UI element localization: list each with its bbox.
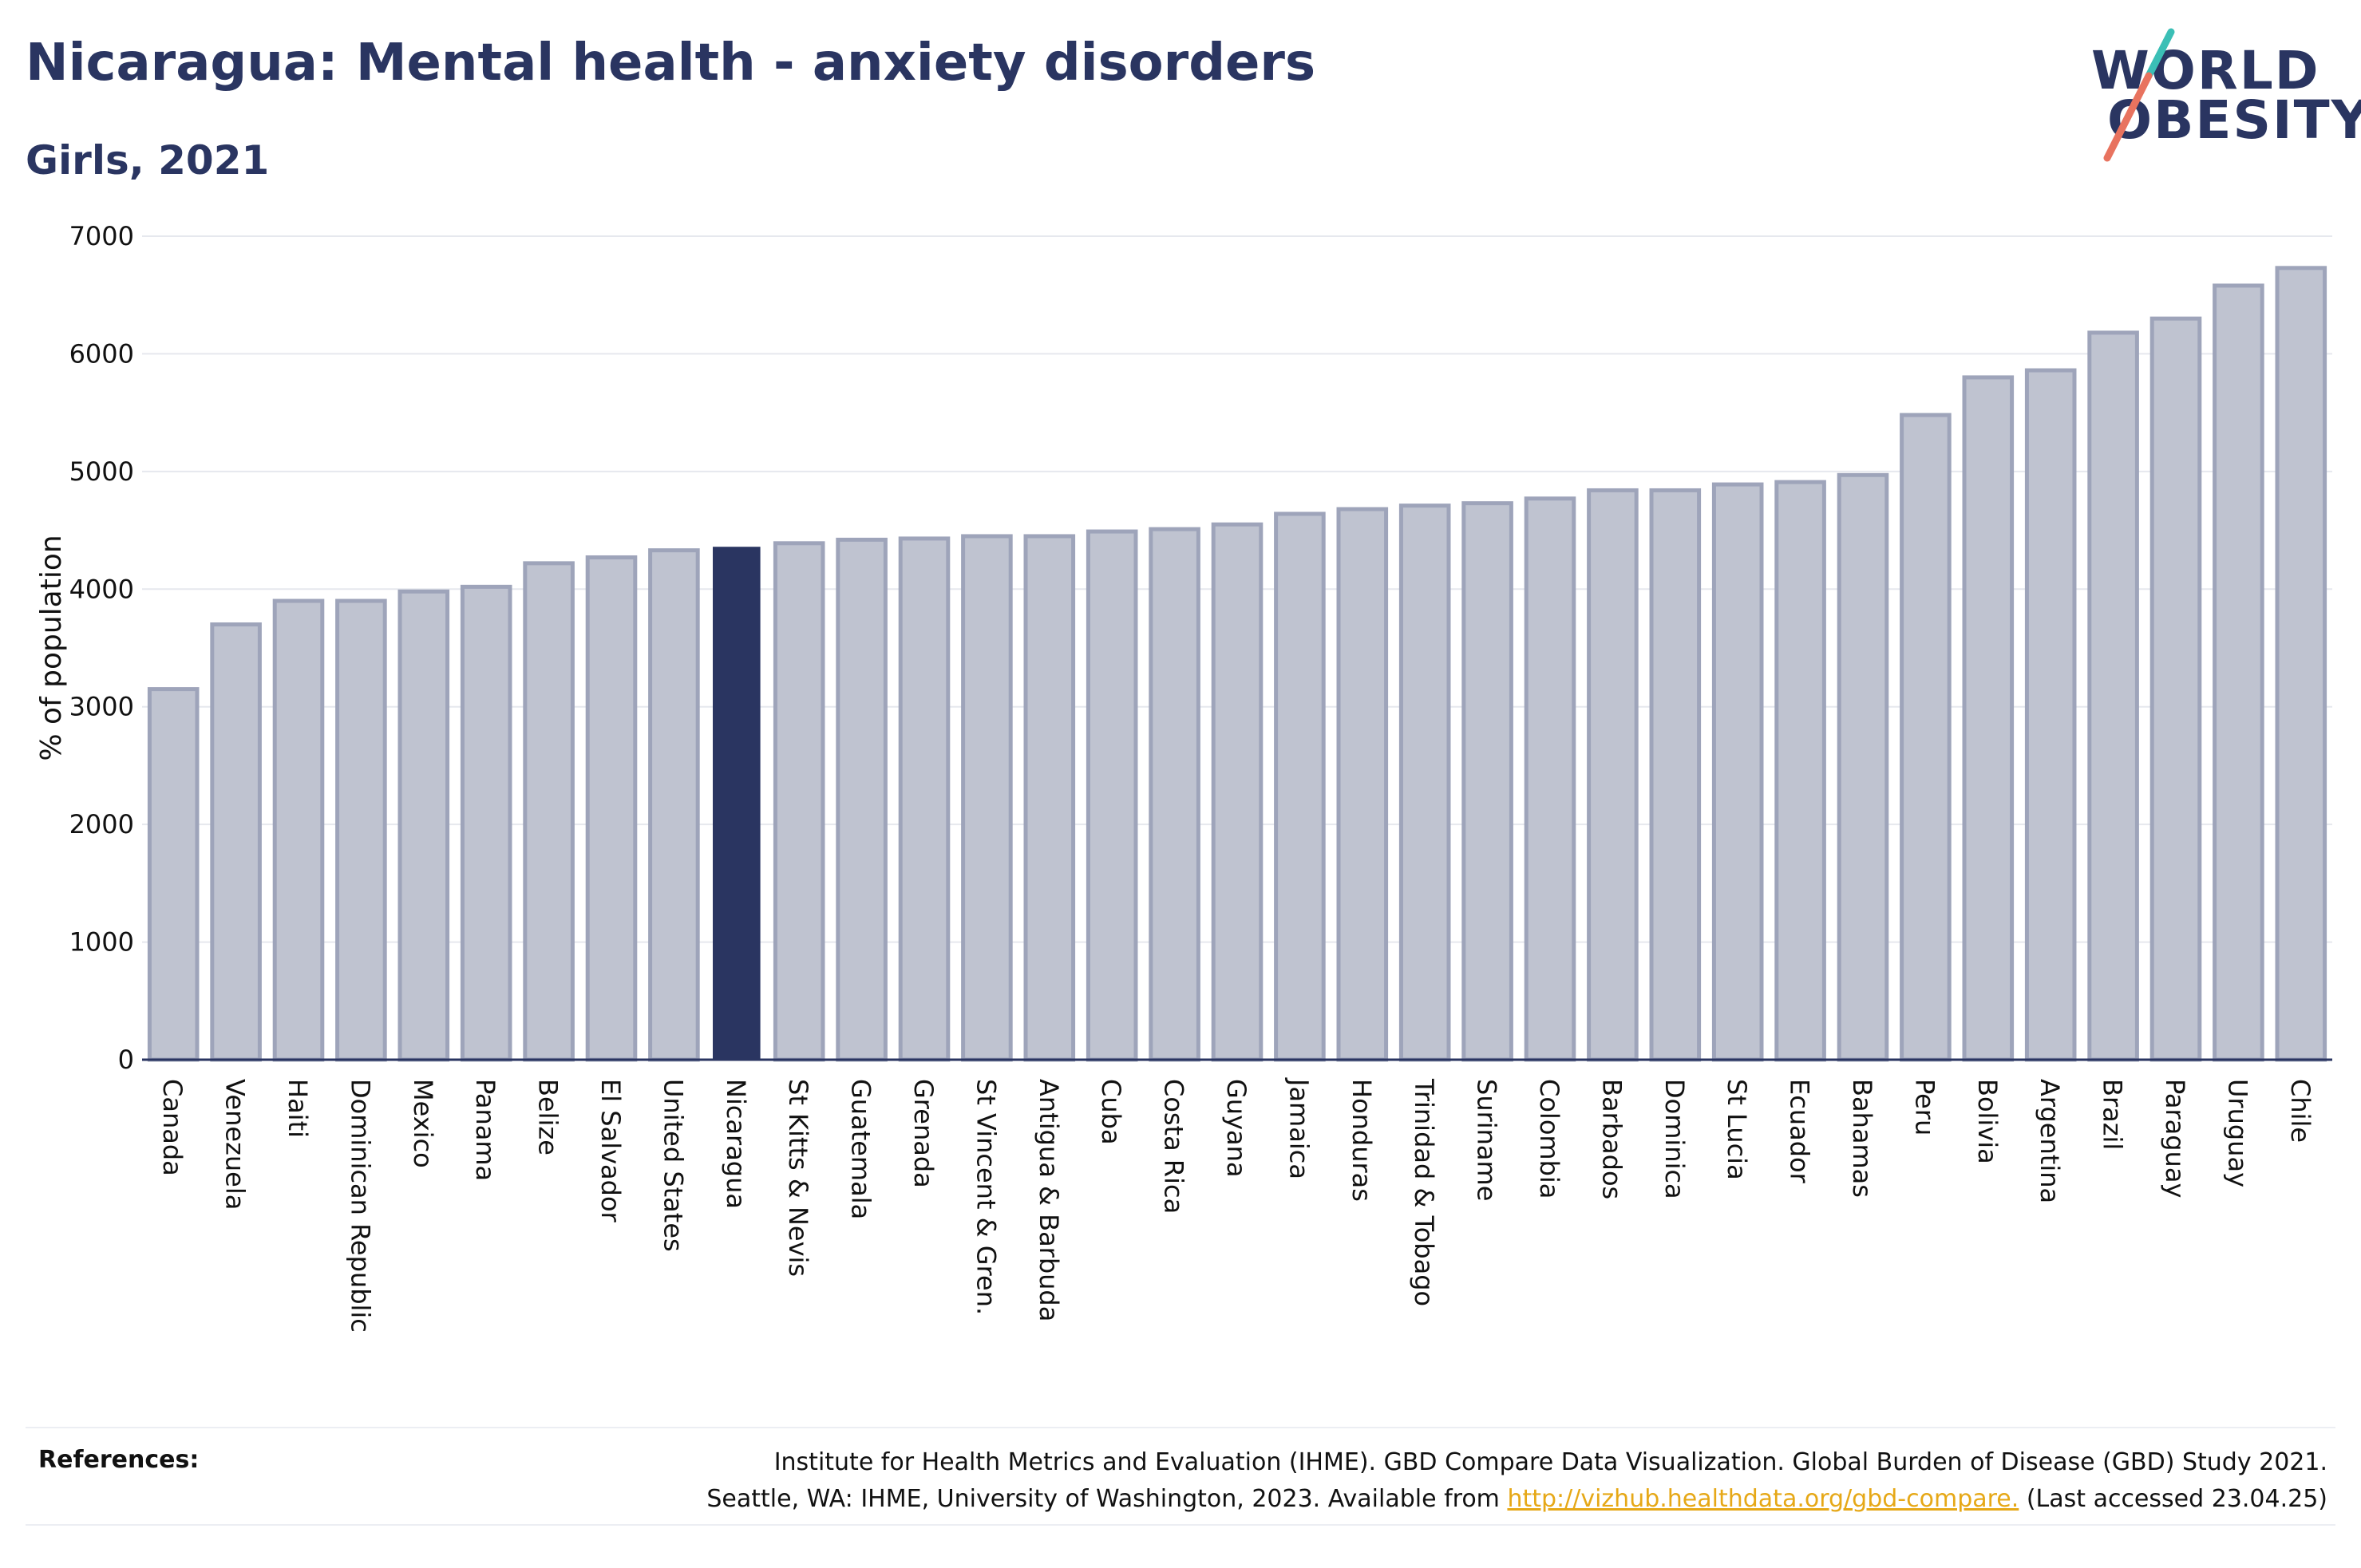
x-tick-label: Honduras xyxy=(1347,1079,1377,1202)
bar-grenada xyxy=(898,536,951,1062)
bar-trinidad-tobago xyxy=(1398,504,1451,1062)
bar-cuba xyxy=(1086,529,1138,1062)
bar-canada xyxy=(147,687,200,1062)
bar-panama xyxy=(460,584,512,1062)
bar-peru xyxy=(1900,413,1952,1062)
x-tick-label: Cuba xyxy=(1096,1079,1126,1145)
bar-argentina xyxy=(2024,368,2077,1062)
bar-ecuador xyxy=(1774,480,1826,1062)
bar-haiti xyxy=(272,598,325,1062)
x-tick-label: Canada xyxy=(157,1079,188,1176)
x-tick-label: Bahamas xyxy=(1847,1079,1877,1198)
references-top-rule xyxy=(26,1427,2335,1428)
x-tick-label: Jamaica xyxy=(1283,1077,1314,1179)
x-tick-label: Haiti xyxy=(283,1079,313,1138)
reference-line-2-prefix: Seattle, WA: IHME, University of Washing… xyxy=(706,1485,1508,1513)
references-bottom-rule xyxy=(26,1524,2335,1526)
x-tick-label: Ecuador xyxy=(1785,1079,1815,1184)
bar-costa-rica xyxy=(1149,527,1200,1062)
x-tick-label: St Lucia xyxy=(1722,1079,1752,1180)
bar-uruguay xyxy=(2213,283,2264,1062)
x-tick-label: Guatemala xyxy=(846,1079,876,1219)
y-tick-label: 3000 xyxy=(69,692,134,722)
bar-guatemala xyxy=(836,537,888,1062)
x-tick-label: Brazil xyxy=(2098,1079,2128,1150)
x-tick-label: St Vincent & Gren. xyxy=(971,1079,1001,1315)
reference-link[interactable]: http://vizhub.healthdata.org/gbd-compare… xyxy=(1507,1485,2019,1513)
logo-line-2: OBESITY xyxy=(2107,89,2361,151)
reference-line-2: Seattle, WA: IHME, University of Washing… xyxy=(706,1481,2327,1518)
bar-colombia xyxy=(1524,496,1576,1062)
bar-united-states xyxy=(648,548,700,1062)
logo-slash-icon xyxy=(2103,28,2175,162)
bar-chile xyxy=(2275,266,2327,1062)
x-tick-label: Guyana xyxy=(1221,1079,1252,1178)
bar-st-kitts-nevis xyxy=(773,541,825,1062)
chart-subtitle: Girls, 2021 xyxy=(26,137,270,184)
x-tick-label: Trinidad & Tobago xyxy=(1409,1078,1439,1306)
y-tick-label: 2000 xyxy=(69,809,134,839)
bar-paraguay xyxy=(2149,316,2202,1062)
logo-line-1: WORLD xyxy=(2091,40,2320,101)
x-tick-label: Costa Rica xyxy=(1159,1079,1189,1214)
y-tick-label: 5000 xyxy=(69,456,134,487)
references-text: Institute for Health Metrics and Evaluat… xyxy=(706,1444,2327,1518)
y-tick-label: 1000 xyxy=(69,927,134,958)
x-tick-label: Venezuela xyxy=(220,1079,251,1210)
x-tick-label: Panama xyxy=(470,1079,500,1181)
bar-belize xyxy=(523,561,575,1062)
y-tick-label: 6000 xyxy=(69,338,134,369)
x-tick-label: Barbados xyxy=(1596,1079,1627,1199)
x-tick-label: Belize xyxy=(533,1079,564,1155)
bar-el-salvador xyxy=(585,555,638,1062)
x-tick-label: Uruguay xyxy=(2222,1079,2252,1187)
bar-dominica xyxy=(1649,488,1702,1062)
bar-bolivia xyxy=(1962,375,2015,1062)
x-tick-label: United States xyxy=(658,1079,688,1252)
references-label: References: xyxy=(38,1446,200,1474)
x-tick-label: St Kitts & Nevis xyxy=(783,1079,813,1277)
y-tick-label: 7000 xyxy=(69,221,134,251)
bar-bahamas xyxy=(1837,472,1889,1062)
bar-mexico xyxy=(397,589,450,1062)
x-tick-label: Grenada xyxy=(908,1079,939,1188)
x-tick-label: Mexico xyxy=(408,1079,438,1168)
bar-venezuela xyxy=(210,622,262,1062)
bar-dominican-republic xyxy=(335,598,387,1062)
bar-barbados xyxy=(1587,488,1639,1062)
y-tick-label: 4000 xyxy=(69,574,134,604)
bar-jamaica xyxy=(1274,511,1326,1062)
reference-line-2-suffix: (Last accessed 23.04.25) xyxy=(2019,1485,2327,1513)
bar-honduras xyxy=(1336,507,1389,1062)
x-tick-label: Bolivia xyxy=(1972,1079,2003,1164)
x-tick-label: Colombia xyxy=(1534,1079,1564,1199)
bar-antigua-barbuda xyxy=(1023,534,1076,1062)
x-tick-label: Chile xyxy=(2285,1079,2316,1143)
bar-nicaragua xyxy=(713,547,761,1060)
x-tick-label: Suriname xyxy=(1472,1079,1502,1201)
bar-st-vincent-gren- xyxy=(961,534,1013,1062)
x-tick-label: Paraguay xyxy=(2160,1079,2190,1198)
bar-st-lucia xyxy=(1711,482,1764,1062)
x-tick-label: Antigua & Barbuda xyxy=(1034,1079,1064,1321)
bar-brazil xyxy=(2087,330,2139,1062)
x-tick-label: Nicaragua xyxy=(721,1079,751,1209)
y-axis-label: % of population xyxy=(35,535,68,760)
reference-line-1: Institute for Health Metrics and Evaluat… xyxy=(773,1448,2327,1476)
x-tick-label: Peru xyxy=(1909,1079,1940,1136)
y-tick-label: 0 xyxy=(118,1045,134,1075)
bar-suriname xyxy=(1461,501,1513,1062)
chart-title: Nicaragua: Mental health - anxiety disor… xyxy=(26,34,1316,93)
x-tick-label: Dominican Republic xyxy=(345,1079,375,1333)
world-obesity-logo: WORLD OBESITY xyxy=(2083,24,2361,168)
x-tick-label: Dominica xyxy=(1659,1079,1690,1199)
x-tick-label: Argentina xyxy=(2035,1079,2065,1203)
bar-guyana xyxy=(1211,522,1264,1062)
x-tick-label: El Salvador xyxy=(595,1079,626,1223)
bar-chart: 0 1000 2000 3000 4000 5000 6000 7000 % of popula… xyxy=(35,221,2332,1333)
